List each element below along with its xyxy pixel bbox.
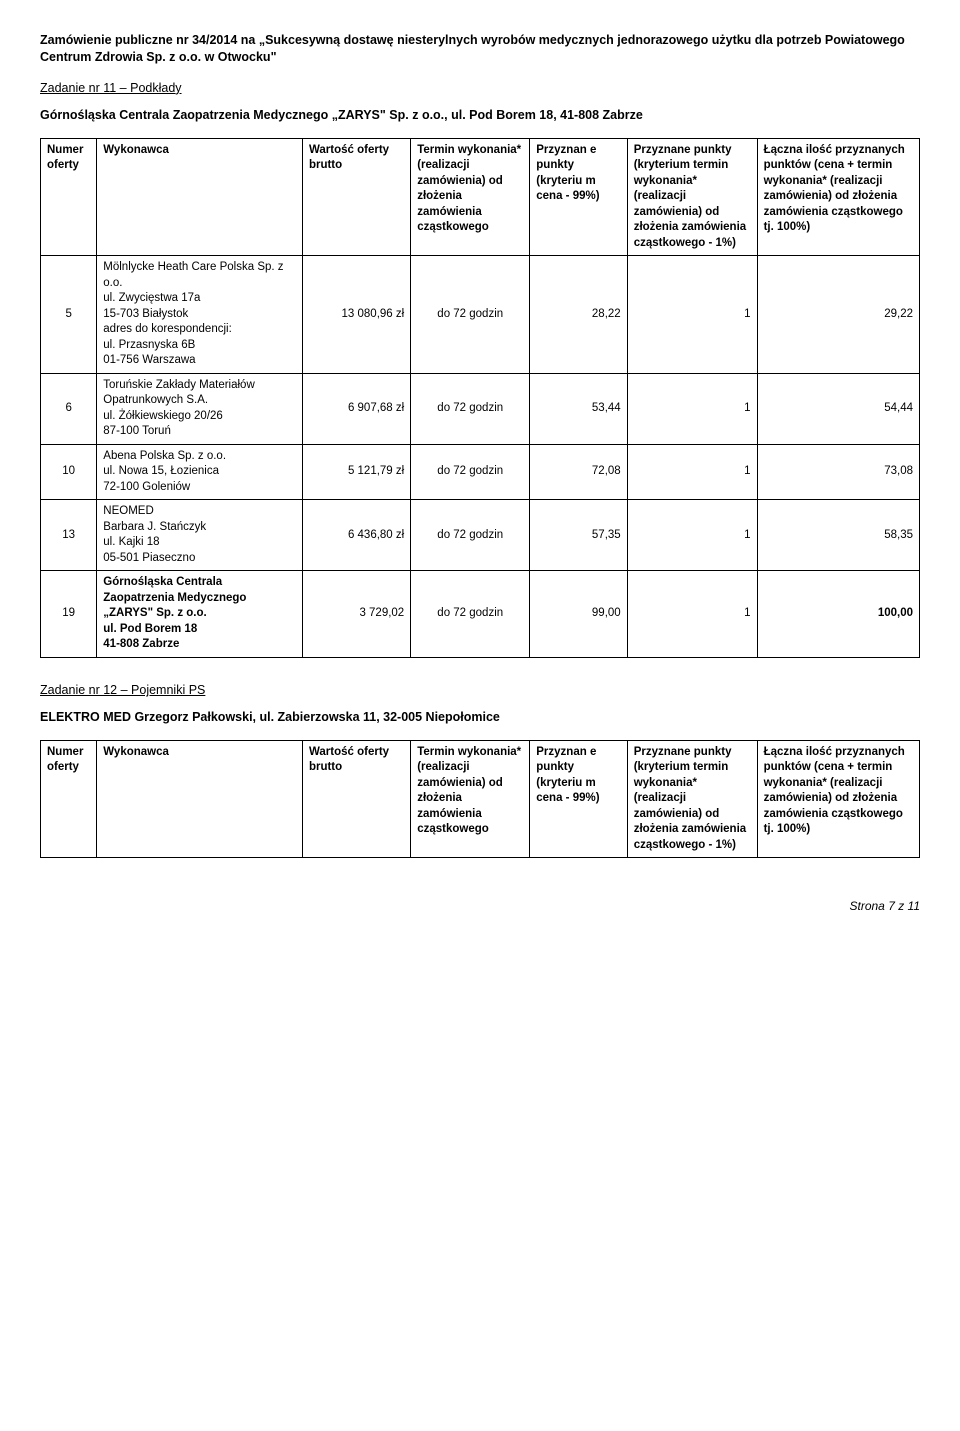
zadanie-12-table: Numer oferty Wykonawca Wartość oferty br… xyxy=(40,740,920,859)
zadanie-12-supplier: ELEKTRO MED Grzegorz Pałkowski, ul. Zabi… xyxy=(40,709,920,726)
th-termin: Termin wykonania* (realizacji zamówienia… xyxy=(411,138,530,256)
th-numer: Numer oferty xyxy=(41,138,97,256)
cell-punkty-cena: 28,22 xyxy=(530,256,627,374)
th-przyznan: Przyznan e punkty (kryteriu m cena - 99%… xyxy=(530,138,627,256)
cell-laczna: 29,22 xyxy=(757,256,919,374)
table-row: 10Abena Polska Sp. z o.o. ul. Nowa 15, Ł… xyxy=(41,444,920,500)
cell-wykonawca: Toruńskie Zakłady Materiałów Opatrunkowy… xyxy=(97,373,303,444)
cell-wartosc: 6 907,68 zł xyxy=(302,373,410,444)
cell-laczna: 100,00 xyxy=(757,571,919,658)
zadanie-12-title: Zadanie nr 12 – Pojemniki PS xyxy=(40,682,920,699)
cell-numer: 10 xyxy=(41,444,97,500)
th-laczna: Łączna ilość przyznanych punktów (cena +… xyxy=(757,740,919,858)
cell-punkty-cena: 99,00 xyxy=(530,571,627,658)
table-row: 19Górnośląska Centrala Zaopatrzenia Medy… xyxy=(41,571,920,658)
cell-punkty-termin: 1 xyxy=(627,444,757,500)
zadanie-11-supplier: Górnośląska Centrala Zaopatrzenia Medycz… xyxy=(40,107,920,124)
cell-laczna: 54,44 xyxy=(757,373,919,444)
table-header-row: Numer oferty Wykonawca Wartość oferty br… xyxy=(41,138,920,256)
th-przyznane: Przyznane punkty (kryterium termin wykon… xyxy=(627,740,757,858)
cell-termin: do 72 godzin xyxy=(411,571,530,658)
cell-numer: 13 xyxy=(41,500,97,571)
cell-punkty-cena: 53,44 xyxy=(530,373,627,444)
cell-wartosc: 3 729,02 xyxy=(302,571,410,658)
table-row: 6Toruńskie Zakłady Materiałów Opatrunkow… xyxy=(41,373,920,444)
cell-numer: 19 xyxy=(41,571,97,658)
th-przyznan: Przyznan e punkty (kryteriu m cena - 99%… xyxy=(530,740,627,858)
cell-punkty-cena: 57,35 xyxy=(530,500,627,571)
th-numer: Numer oferty xyxy=(41,740,97,858)
document-header: Zamówienie publiczne nr 34/2014 na „Sukc… xyxy=(40,32,920,66)
cell-wykonawca: Górnośląska Centrala Zaopatrzenia Medycz… xyxy=(97,571,303,658)
zadanie-11-table: Numer oferty Wykonawca Wartość oferty br… xyxy=(40,138,920,658)
cell-laczna: 58,35 xyxy=(757,500,919,571)
table-row: 13NEOMED Barbara J. Stańczyk ul. Kajki 1… xyxy=(41,500,920,571)
cell-termin: do 72 godzin xyxy=(411,444,530,500)
th-wykonawca: Wykonawca xyxy=(97,138,303,256)
cell-punkty-termin: 1 xyxy=(627,500,757,571)
cell-punkty-cena: 72,08 xyxy=(530,444,627,500)
cell-termin: do 72 godzin xyxy=(411,256,530,374)
th-przyznane: Przyznane punkty (kryterium termin wykon… xyxy=(627,138,757,256)
cell-numer: 6 xyxy=(41,373,97,444)
zadanie-11-title: Zadanie nr 11 – Podkłady xyxy=(40,80,920,97)
cell-wykonawca: NEOMED Barbara J. Stańczyk ul. Kajki 18 … xyxy=(97,500,303,571)
cell-termin: do 72 godzin xyxy=(411,373,530,444)
cell-wartosc: 13 080,96 zł xyxy=(302,256,410,374)
cell-numer: 5 xyxy=(41,256,97,374)
th-wykonawca: Wykonawca xyxy=(97,740,303,858)
cell-wykonawca: Abena Polska Sp. z o.o. ul. Nowa 15, Łoz… xyxy=(97,444,303,500)
th-laczna: Łączna ilość przyznanych punktów (cena +… xyxy=(757,138,919,256)
cell-wykonawca: Mölnlycke Heath Care Polska Sp. z o.o. u… xyxy=(97,256,303,374)
table-header-row: Numer oferty Wykonawca Wartość oferty br… xyxy=(41,740,920,858)
page-footer: Strona 7 z 11 xyxy=(40,898,920,914)
cell-wartosc: 6 436,80 zł xyxy=(302,500,410,571)
cell-laczna: 73,08 xyxy=(757,444,919,500)
cell-punkty-termin: 1 xyxy=(627,571,757,658)
cell-punkty-termin: 1 xyxy=(627,373,757,444)
th-termin: Termin wykonania* (realizacji zamówienia… xyxy=(411,740,530,858)
cell-wartosc: 5 121,79 zł xyxy=(302,444,410,500)
th-wartosc: Wartość oferty brutto xyxy=(302,740,410,858)
th-wartosc: Wartość oferty brutto xyxy=(302,138,410,256)
cell-punkty-termin: 1 xyxy=(627,256,757,374)
cell-termin: do 72 godzin xyxy=(411,500,530,571)
table-row: 5Mölnlycke Heath Care Polska Sp. z o.o. … xyxy=(41,256,920,374)
